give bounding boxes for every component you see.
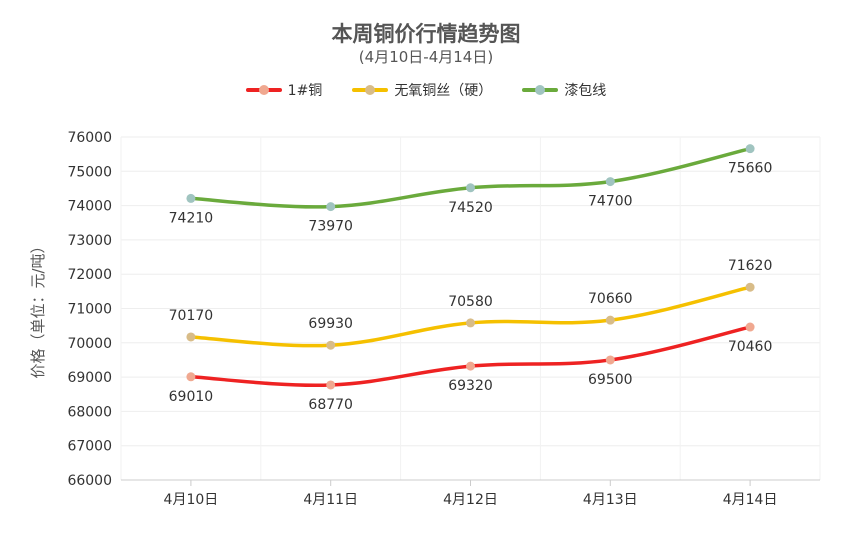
data-label-series-1: 70170 [169,308,214,324]
y-axis-title: 价格（单位：元/吨） [29,238,47,378]
data-point-series-2[interactable] [605,177,615,187]
series-line-0 [189,325,752,388]
x-tick-label: 4月10日 [164,492,219,508]
legend: 1#铜 无氧铜丝（硬） 漆包线 [0,80,852,100]
data-point-series-0[interactable] [186,372,196,382]
data-point-series-2[interactable] [745,144,755,154]
y-tick-label: 75000 [67,164,112,180]
data-label-series-0: 69320 [448,378,493,394]
legend-marker-series-2 [535,85,546,95]
data-label-series-1: 70660 [588,291,633,307]
data-label-series-2: 75660 [728,161,773,177]
y-tick-label: 68000 [67,404,112,420]
y-tick-label: 66000 [67,473,112,489]
data-point-series-1[interactable] [326,340,336,350]
data-label-series-2: 74520 [448,200,493,216]
legend-marker-series-0 [258,85,269,95]
data-label-series-2: 73970 [308,219,353,235]
legend-marker-series-1 [365,85,376,95]
data-label-series-0: 70460 [728,339,773,355]
chart-title: 本周铜价行情趋势图 [331,22,521,46]
data-point-series-2[interactable] [466,183,475,193]
data-label-series-0: 68770 [308,397,353,413]
legend-item-series-1[interactable]: 无氧铜丝（硬） [352,80,492,100]
legend-item-series-0[interactable]: 1#铜 [245,80,323,100]
data-point-series-0[interactable] [466,361,475,371]
legend-label-series-0: 1#铜 [287,83,323,99]
x-tick-label: 4月11日 [303,492,358,508]
data-label-series-1: 70580 [448,294,493,310]
data-point-series-0[interactable] [326,380,336,390]
y-tick-label: 67000 [67,439,112,455]
data-label-series-1: 69930 [308,316,353,332]
y-tick-label: 71000 [67,302,112,318]
data-label-series-2: 74700 [588,194,633,210]
legend-swatch-series-0 [245,85,282,95]
y-tick-label: 73000 [67,233,112,249]
legend-label-series-1: 无氧铜丝（硬） [394,83,493,99]
data-point-series-1[interactable] [466,318,475,328]
y-tick-label: 72000 [67,267,112,283]
data-label-series-0: 69010 [169,389,214,405]
x-tick-label: 4月13日 [583,492,638,508]
legend-item-series-2[interactable]: 漆包线 [522,80,606,100]
data-point-series-1[interactable] [186,332,196,342]
legend-swatch-series-1 [352,85,389,95]
y-tick-label: 74000 [67,199,112,215]
data-point-series-2[interactable] [186,193,196,203]
data-point-series-0[interactable] [745,322,755,332]
x-tick-label: 4月14日 [723,492,778,508]
data-point-series-0[interactable] [605,355,615,365]
data-point-series-1[interactable] [745,282,755,292]
data-point-series-1[interactable] [605,315,615,325]
data-label-series-2: 74210 [169,210,214,226]
legend-swatch-series-2 [522,85,559,95]
data-point-series-2[interactable] [326,202,336,212]
y-tick-label: 69000 [67,370,112,386]
data-label-series-1: 71620 [728,258,773,274]
x-tick-label: 4月12日 [443,492,498,508]
data-label-series-0: 69500 [588,372,633,388]
y-tick-label: 70000 [67,336,112,352]
series-line-2 [189,146,752,209]
y-tick-label: 76000 [67,130,112,146]
legend-label-series-2: 漆包线 [564,83,607,99]
chart-subtitle: (4月10日-4月14日) [358,48,494,66]
